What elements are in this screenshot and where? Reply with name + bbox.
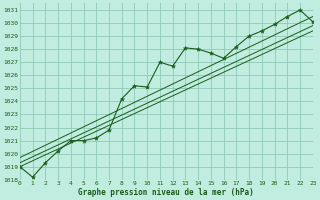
X-axis label: Graphe pression niveau de la mer (hPa): Graphe pression niveau de la mer (hPa)	[78, 188, 254, 197]
